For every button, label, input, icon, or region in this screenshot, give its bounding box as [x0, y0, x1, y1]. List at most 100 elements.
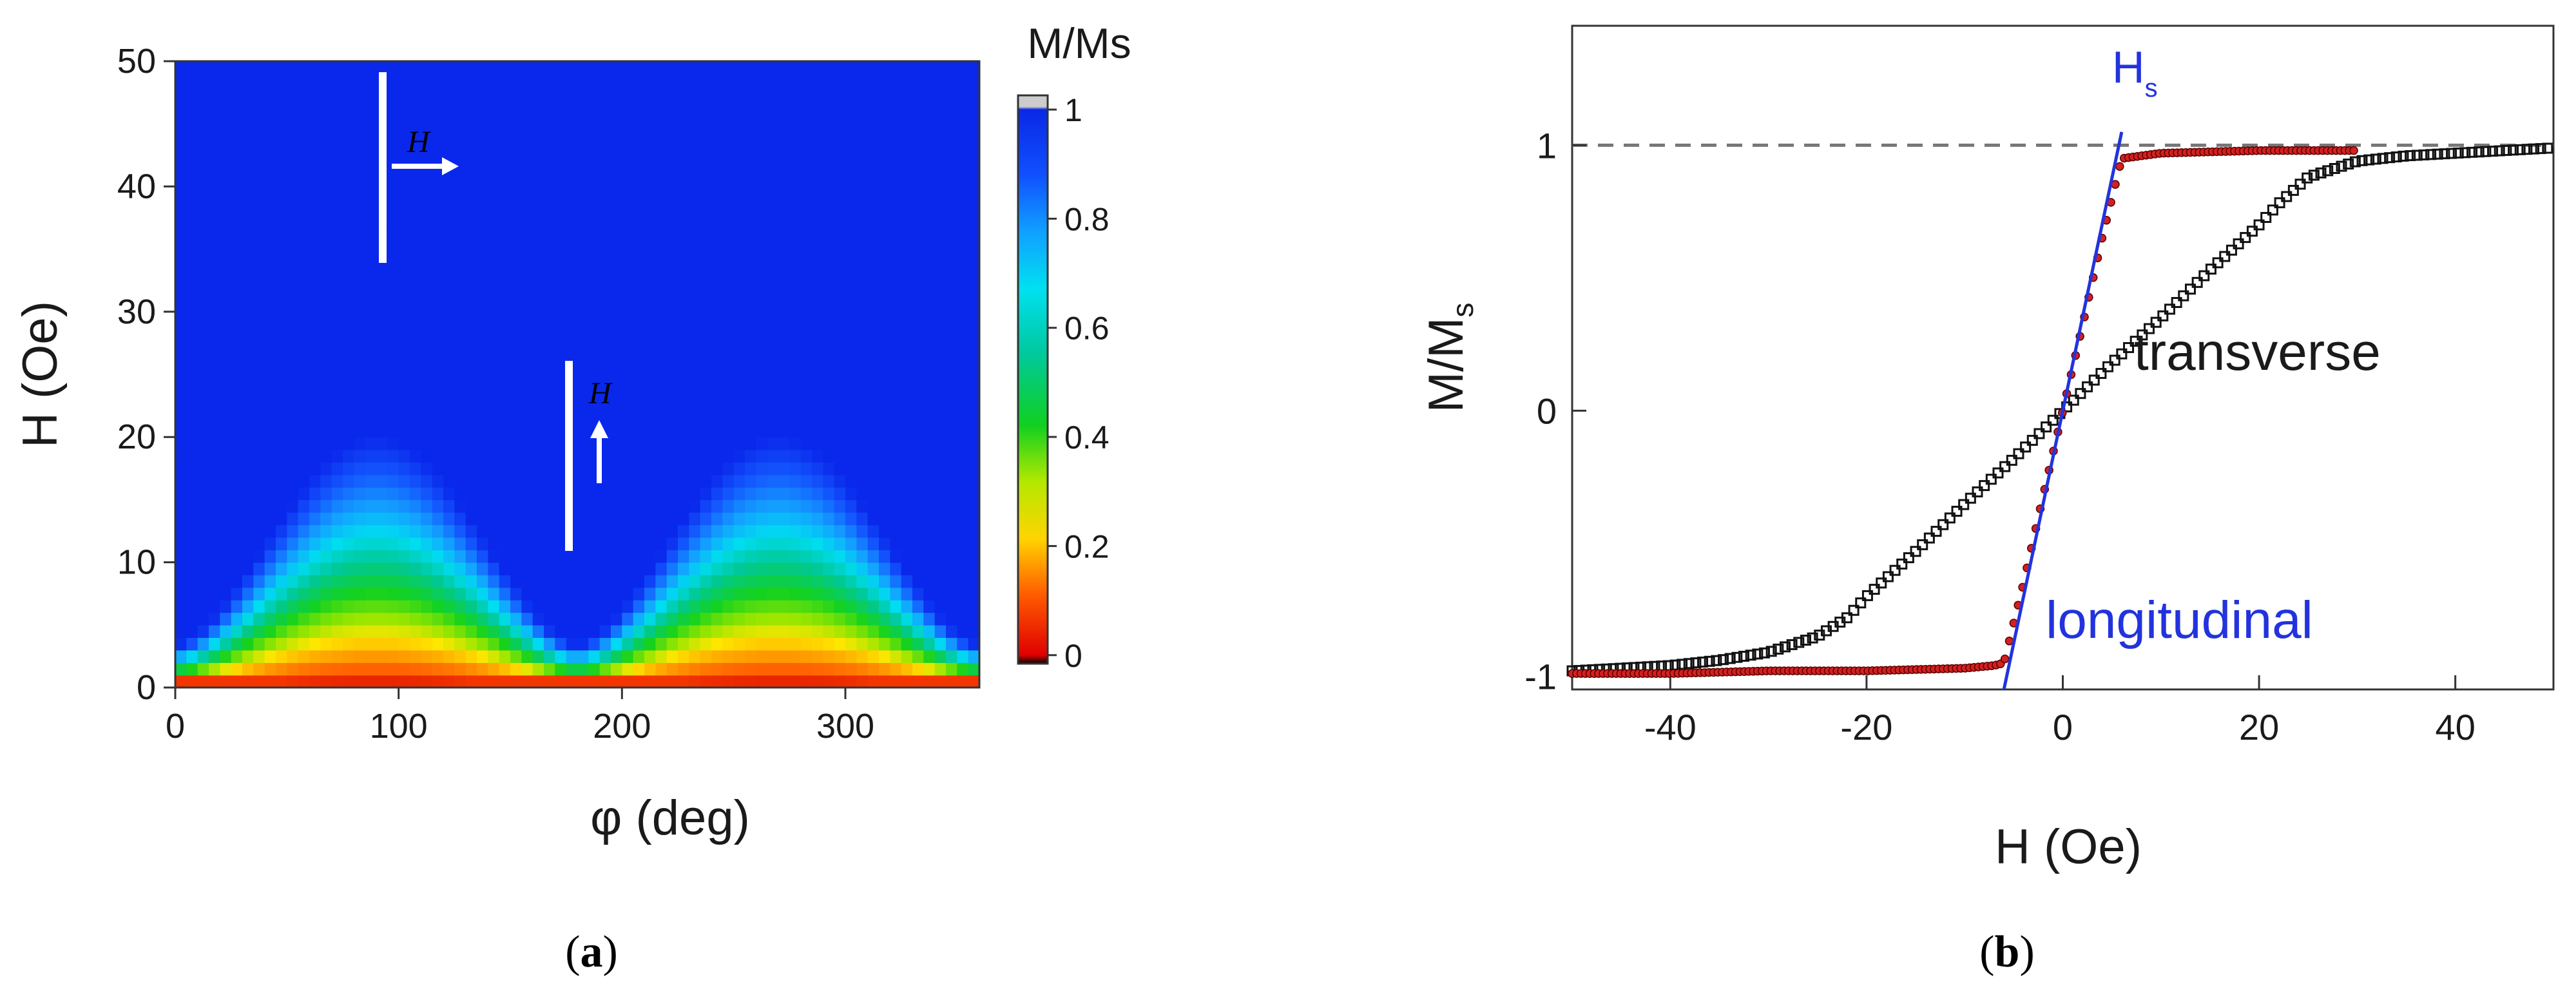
heatmap-cell	[823, 99, 835, 112]
heatmap-cell	[968, 73, 980, 87]
heatmap-cell	[186, 136, 198, 149]
heatmap-cell	[678, 324, 690, 338]
heatmap-cell	[856, 412, 869, 425]
heatmap-cell	[711, 73, 724, 87]
heatmap-cell	[711, 587, 724, 601]
heatmap-cell	[398, 562, 410, 575]
heatmap-cell	[387, 412, 399, 425]
heatmap-cell	[197, 299, 209, 313]
heatmap-cell	[365, 675, 377, 688]
heatmap-cell	[488, 649, 500, 663]
heatmap-cell	[320, 161, 332, 175]
heatmap-cell	[253, 286, 265, 300]
heatmap-cell	[800, 224, 812, 237]
heatmap-cell	[532, 550, 544, 563]
heatmap-cell	[432, 361, 444, 375]
heatmap-cell	[477, 486, 489, 501]
heatmap-cell	[488, 224, 500, 237]
heatmap-cell	[756, 462, 768, 476]
heatmap-cell	[968, 349, 980, 363]
heatmap-cell	[700, 311, 712, 325]
heatmap-cell	[733, 512, 745, 526]
heatmap-cell	[477, 286, 489, 300]
heatmap-cell	[421, 449, 433, 463]
heatmap-cell	[465, 486, 477, 501]
heatmap-cell	[577, 336, 590, 350]
heatmap-cell	[264, 424, 276, 438]
heatmap-cell	[700, 286, 712, 300]
heatmap-cell	[934, 311, 947, 325]
heatmap-cell	[186, 186, 198, 200]
heatmap-cell	[264, 136, 276, 149]
heatmap-cell	[421, 361, 433, 375]
heatmap-cell	[343, 211, 355, 225]
heatmap-cell	[778, 524, 791, 538]
heatmap-cell	[733, 299, 745, 313]
heatmap-cell	[343, 73, 355, 87]
heatmap-cell	[733, 262, 745, 275]
heatmap-cell	[242, 249, 255, 262]
heatmap-cell	[879, 387, 891, 400]
heatmap-cell	[410, 562, 422, 575]
heatmap-cell	[209, 612, 221, 626]
heatmap-cell	[689, 599, 701, 613]
heatmap-cell	[387, 599, 399, 613]
heatmap-cell	[678, 336, 690, 350]
heatmap-cell	[778, 299, 791, 313]
heatmap-cell	[968, 675, 980, 688]
heatmap-cell	[398, 336, 410, 350]
heatmap-cell	[689, 675, 701, 688]
heatmap-cell	[633, 149, 645, 162]
heatmap-cell	[666, 198, 678, 213]
heatmap-cell	[566, 662, 578, 676]
heatmap-cell	[845, 149, 858, 162]
heatmap-cell	[343, 486, 355, 501]
heatmap-cell	[454, 550, 466, 563]
heatmap-cell	[220, 361, 232, 375]
heatmap-cell	[655, 361, 668, 375]
heatmap-cell	[376, 324, 389, 338]
heatmap-cell	[398, 374, 410, 388]
heatmap-cell	[968, 649, 980, 663]
heatmap-cell	[488, 399, 500, 413]
heatmap-cell	[633, 424, 645, 438]
heatmap-cell	[365, 524, 377, 538]
heatmap-cell	[633, 311, 645, 325]
heatmap-cell	[376, 412, 389, 425]
heatmap-cell	[644, 73, 657, 87]
heatmap-cell	[901, 336, 913, 350]
heatmap-cell	[599, 224, 611, 237]
heatmap-cell	[521, 286, 533, 300]
heatmap-cell	[890, 61, 902, 75]
heatmap-cell	[912, 387, 925, 400]
heatmap-cell	[733, 675, 745, 688]
heatmap-cell	[264, 387, 276, 400]
heatmap-cell	[309, 675, 322, 688]
heatmap-cell	[867, 675, 879, 688]
heatmap-cell	[387, 449, 399, 463]
heatmap-cell	[946, 537, 958, 550]
heatmap-cell	[555, 236, 567, 250]
heatmap-cell	[421, 73, 433, 87]
heatmap-cell	[209, 387, 221, 400]
heatmap-cell	[957, 562, 969, 575]
heatmap-cell	[812, 512, 824, 526]
transverse-point	[1773, 643, 1784, 655]
heatmap-cell	[331, 136, 343, 149]
heatmap-cell	[834, 424, 846, 438]
heatmap-cell	[264, 537, 276, 550]
heatmap-cell	[555, 537, 567, 550]
heatmap-cell	[588, 61, 601, 75]
heatmap-cell	[655, 99, 668, 112]
heatmap-cell	[432, 399, 444, 413]
heatmap-cell	[354, 587, 366, 601]
heatmap-cell	[700, 524, 712, 538]
heatmap-cell	[477, 562, 489, 575]
heatmap-cell	[186, 111, 198, 124]
heatmap-cell	[376, 637, 389, 651]
heatmap-cell	[398, 86, 410, 100]
heatmap-cell	[756, 211, 768, 225]
heatmap-cell	[946, 612, 958, 626]
heatmap-cell	[309, 211, 322, 225]
heatmap-cell	[209, 575, 221, 588]
